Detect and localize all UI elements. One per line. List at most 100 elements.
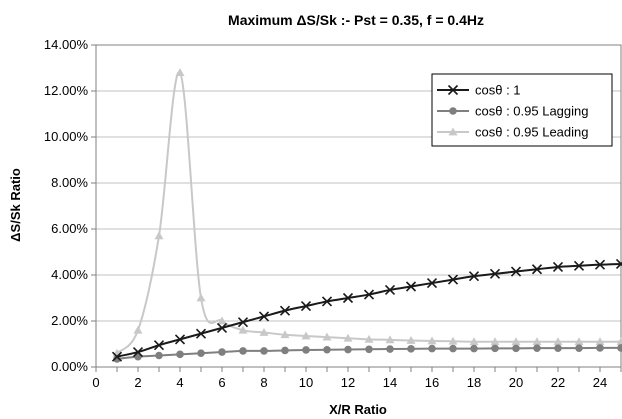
data-point-marker [594, 259, 606, 270]
data-point-marker [195, 328, 207, 339]
data-point-marker [449, 344, 457, 353]
x-axis-label: X/R Ratio [329, 402, 387, 417]
x-tick-label: 2 [134, 375, 141, 390]
data-point-marker [281, 346, 289, 355]
data-point-marker [531, 264, 543, 275]
data-point-marker [617, 344, 622, 352]
legend-item: cosθ : 1 [437, 83, 521, 98]
series-1 [113, 344, 622, 363]
x-tick-label: 12 [341, 375, 355, 390]
x-tick-label: 8 [260, 375, 267, 390]
x-tick-label: 4 [176, 375, 183, 390]
plot-area [95, 44, 622, 368]
data-point-marker [595, 337, 605, 346]
data-point-marker [554, 344, 562, 352]
x-tick-label: 16 [425, 375, 439, 390]
data-point-marker [407, 345, 415, 353]
y-tick-label: 6.00% [51, 221, 88, 236]
y-tick-label: 12.00% [44, 83, 89, 98]
data-point-marker [363, 289, 375, 300]
data-point-marker [552, 261, 564, 273]
data-point-marker [176, 350, 184, 359]
data-point-marker [615, 258, 622, 270]
x-tick-label: 20 [509, 375, 523, 390]
data-point-marker [426, 277, 438, 289]
data-point-marker [279, 305, 291, 316]
data-point-marker [533, 344, 541, 352]
data-point-marker [616, 337, 622, 346]
data-point-marker [322, 332, 332, 341]
x-tick-label: 14 [383, 375, 397, 390]
data-point-marker [237, 317, 249, 328]
data-point-marker [302, 346, 310, 354]
data-point-marker [447, 84, 459, 96]
data-point-marker [470, 344, 478, 353]
data-point-marker [447, 274, 459, 285]
data-point-marker [386, 345, 394, 353]
data-point-marker [384, 284, 396, 296]
data-point-marker [573, 260, 585, 271]
data-point-marker [133, 325, 143, 334]
x-tick-label: 24 [593, 375, 607, 390]
data-point-marker [343, 333, 353, 342]
data-point-marker [175, 68, 185, 76]
data-point-marker [510, 266, 522, 277]
data-point-marker [155, 351, 163, 360]
legend-label: cosθ : 1 [475, 83, 521, 98]
legend: cosθ : 1 cosθ : 0.95 Lagging cosθ : 0.95 L… [431, 73, 613, 147]
y-tick-label: 2.00% [51, 313, 88, 328]
data-point-marker [323, 345, 331, 354]
data-point-marker [280, 330, 290, 339]
series-0 [111, 258, 622, 362]
data-point-marker [300, 300, 312, 312]
data-point-marker [197, 349, 205, 358]
y-axis-label: ΔS/Sk Ratio [8, 168, 23, 242]
series-layer [111, 68, 622, 363]
legend-item: cosθ : 0.95 Leading [437, 125, 588, 140]
data-point-marker [218, 348, 226, 356]
data-point-marker [428, 344, 436, 353]
data-point-marker [111, 351, 123, 362]
data-point-marker [427, 336, 437, 345]
y-tick-label: 4.00% [51, 267, 88, 282]
data-point-marker [342, 292, 354, 304]
data-point-marker [238, 325, 248, 334]
data-point-marker [216, 322, 228, 333]
data-point-marker [385, 335, 395, 344]
data-point-marker [448, 127, 458, 136]
data-point-marker [301, 331, 311, 340]
data-point-marker [239, 347, 247, 355]
data-point-marker [406, 336, 416, 344]
data-point-marker [364, 334, 374, 343]
data-point-marker [469, 337, 479, 346]
legend-item: cosθ : 0.95 Lagging [437, 104, 588, 119]
data-point-marker [154, 231, 164, 240]
data-point-marker [260, 347, 268, 355]
data-point-marker [321, 296, 333, 307]
x-tick-label: 6 [218, 375, 225, 390]
y-tick-label: 0.00% [51, 359, 88, 374]
data-point-marker [258, 311, 270, 322]
chart-title: Maximum ΔS/Sk :- Pst = 0.35, f = 0.4Hz [228, 12, 484, 28]
data-point-marker [511, 337, 521, 346]
data-point-marker [259, 328, 269, 336]
x-tick-label: 0 [92, 375, 99, 390]
data-point-marker [512, 344, 520, 353]
data-point-marker [489, 268, 501, 279]
legend-label: cosθ : 0.95 Leading [475, 125, 588, 140]
y-tick-label: 14.00% [44, 37, 89, 52]
data-point-marker [132, 346, 144, 358]
data-point-marker [596, 344, 604, 352]
data-point-marker [553, 337, 563, 346]
x-tick-label: 22 [551, 375, 565, 390]
data-point-marker [532, 337, 542, 346]
data-point-marker [344, 345, 352, 354]
y-tick-label: 10.00% [44, 129, 89, 144]
x-axis: 0 2 4 6 8 10 12 14 16 18 20 22 24 [92, 367, 622, 390]
legend-label: cosθ : 0.95 Lagging [475, 104, 588, 119]
data-point-marker [490, 337, 500, 346]
data-point-marker [491, 344, 499, 353]
data-point-marker [196, 293, 206, 302]
data-point-marker [174, 334, 186, 345]
